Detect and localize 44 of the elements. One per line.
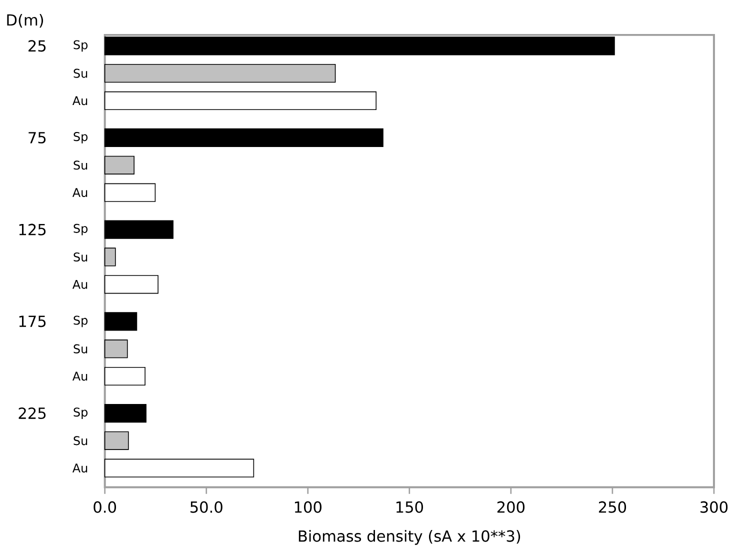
bar [104,156,134,174]
y-axis-title: D(m) [7,14,44,28]
bar [104,183,156,202]
bar [104,339,128,358]
text: Su [74,436,88,446]
text: Au [72,280,88,289]
bar [104,275,158,294]
x-tick-label: 50.0 [190,501,222,513]
y-tick-label: 225 [18,407,46,419]
series-label: Su [74,68,88,78]
bar [104,404,146,422]
text: Au [72,372,88,381]
x-tick-label: 0.0 [94,501,116,513]
bar [104,366,146,386]
bar [104,248,116,266]
x-axis-title: Biomass density (sA x 10**3) [298,530,520,545]
text: Sp [74,224,88,236]
bar [104,431,129,450]
y-tick-label: 75 [28,132,46,144]
y-tick-label: 175 [19,316,46,328]
text: Su [74,252,88,262]
text: Au [72,464,88,472]
bar [104,312,138,331]
text: Sp [74,316,88,328]
text: Sp [74,132,88,144]
x-tick-label: 250 [598,501,626,513]
x-tick-label: 100 [294,501,322,513]
x-tick-label: 200 [497,501,525,513]
text: Sp [74,407,88,419]
bar [104,128,384,147]
x-tick-label: 150 [396,501,423,513]
series-label: Sp [74,40,88,52]
text: Au [72,188,88,197]
text: Su [74,344,88,354]
x-tick-label: 300 [700,501,728,513]
bar [104,91,377,110]
text: Su [74,160,88,170]
series-label: Au [72,96,88,106]
y-tick-label: 125 [19,224,46,236]
bar [104,64,336,83]
bar [104,36,615,56]
y-tick-label: 25 [28,40,46,52]
bar [104,458,254,478]
bar [104,220,174,239]
